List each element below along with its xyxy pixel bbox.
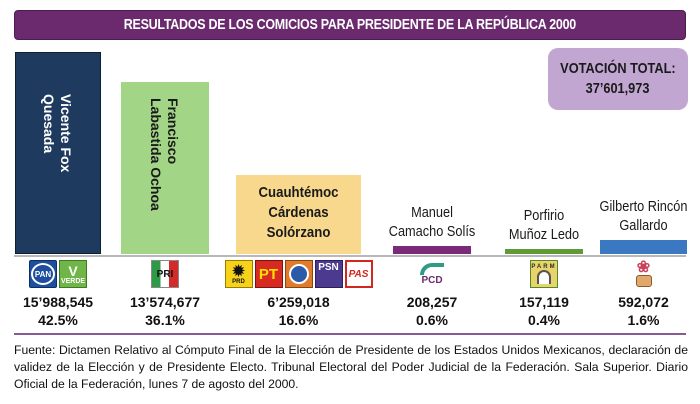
- total-votes-box: VOTACIÓN TOTAL: 37’601,973: [548, 48, 688, 110]
- pan-logo-icon: PAN: [29, 260, 57, 288]
- bar-label-line: Francisco: [165, 98, 181, 165]
- bar-label-1: Vicente Fox Quesada: [40, 94, 74, 172]
- bar-label-5: Porfirio Muñoz Ledo: [485, 207, 603, 245]
- vote-count-2: 13’574,677 36.1%: [105, 293, 225, 329]
- bar-4: [393, 246, 471, 254]
- bar-label-line: Camacho Solís: [388, 224, 476, 240]
- verde-logo-icon: V VERDE: [59, 260, 87, 288]
- bar-5: [505, 249, 583, 254]
- pcd-logo-text: PCD: [421, 274, 443, 286]
- parm-logo-icon: PARM: [530, 260, 558, 288]
- bar-6: [600, 240, 687, 254]
- total-votes-value: 37’601,973: [586, 80, 650, 97]
- prd-logo-text: PRD: [232, 278, 245, 285]
- vote-count-4: 208,257 0.6%: [372, 293, 492, 329]
- bar-label-line: Gallardo: [619, 218, 668, 234]
- vote-count-label: 15’988,545: [22, 294, 94, 310]
- vote-count-label: 157,119: [519, 294, 569, 310]
- chart-title: RESULTADOS DE LOS COMICIOS PARA PRESIDEN…: [123, 17, 577, 33]
- vote-percent-label: 42.5%: [38, 312, 78, 328]
- bar-2: [121, 82, 209, 254]
- chart-baseline: [14, 255, 686, 257]
- bar-label-3: Cuauhtémoc Cárdenas Solórzano: [216, 183, 381, 243]
- vote-count-1: 15’988,545 42.5%: [0, 293, 118, 329]
- bar-1: [15, 52, 101, 254]
- vote-count-3: 6’259,018 16.6%: [239, 293, 359, 329]
- toucan-icon: V: [68, 262, 78, 279]
- bar-label-line: Cárdenas: [268, 204, 329, 221]
- pri-logo-icon: PRI: [151, 260, 179, 288]
- vote-count-label: 6’259,018: [267, 294, 330, 310]
- vote-count-5: 157,119 0.4%: [484, 293, 604, 329]
- vote-count-label: 592,072: [618, 294, 669, 310]
- vote-percent-label: 0.4%: [528, 312, 560, 328]
- bar-label-line: Solórzano: [266, 224, 331, 241]
- vote-count-label: 13’574,677: [129, 294, 201, 310]
- pt-logo-icon: PT: [254, 260, 283, 288]
- pas-logo-icon: PAS: [344, 260, 373, 288]
- bar-label-line: Quesada: [41, 94, 57, 154]
- bar-label-2: Francisco Labastida Ochoa: [147, 98, 181, 211]
- bar-label-line: Muñoz Ledo: [508, 227, 580, 243]
- chart-title-bar: RESULTADOS DE LOS COMICIOS PARA PRESIDEN…: [14, 10, 686, 40]
- vote-percent-label: 16.6%: [278, 312, 319, 328]
- pcd-arc-shape: [420, 262, 444, 275]
- bar-label-line: Vicente Fox: [58, 94, 74, 173]
- bar-label-line: Gilberto Rincón: [599, 199, 688, 215]
- bar-3: [236, 175, 361, 254]
- bar-label-line: Cuauhtémoc: [258, 184, 339, 201]
- vote-percent-label: 0.6%: [416, 312, 448, 328]
- vote-count-label: 208,257: [406, 294, 458, 310]
- verde-logo-text: VERDE: [60, 277, 86, 285]
- monument-icon: [537, 270, 551, 284]
- bottom-divider: [14, 333, 686, 335]
- vote-percent-label: 36.1%: [145, 312, 185, 328]
- bar-label-line: Manuel: [411, 205, 453, 221]
- prd-logo-icon: ✹ PRD: [224, 260, 253, 288]
- pri-logo-text: PRI: [156, 268, 174, 280]
- convergencia-logo-icon: [284, 260, 313, 288]
- bar-label-4: Manuel Camacho Solís: [373, 204, 491, 242]
- bar-label-line: Porfirio: [523, 208, 565, 224]
- source-footnote: Fuente: Dictamen Relativo al Cómputo Fin…: [14, 343, 688, 391]
- pcd-logo-icon: PCD: [418, 260, 446, 288]
- rose-fist-logo-icon: ❀: [630, 260, 658, 288]
- psn-logo-icon: PSN: [314, 260, 343, 288]
- fist-icon: [635, 275, 652, 287]
- pan-logo-text: PAN: [31, 263, 55, 285]
- pt-logo-text: PT: [258, 265, 279, 283]
- sun-icon: ✹: [232, 262, 245, 280]
- parm-logo-text: PARM: [531, 264, 557, 270]
- psn-logo-text: PSN: [318, 262, 339, 273]
- bar-label-line: Labastida Ochoa: [148, 98, 164, 211]
- pas-logo-text: PAS: [348, 268, 369, 280]
- rose-icon: ❀: [636, 259, 651, 276]
- vote-percent-label: 1.6%: [627, 312, 660, 328]
- vote-count-6: 592,072 1.6%: [584, 293, 700, 329]
- eagle-emblem-icon: [288, 264, 309, 284]
- total-votes-label: VOTACIÓN TOTAL:: [560, 60, 676, 77]
- bar-label-6: Gilberto Rincón Gallardo: [580, 198, 700, 236]
